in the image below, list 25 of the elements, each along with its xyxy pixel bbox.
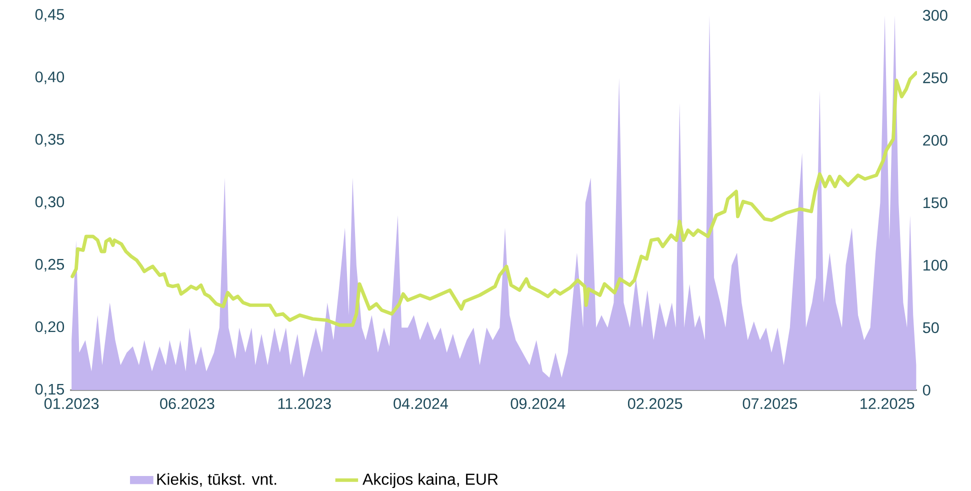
x-tick-label: 11.2023 bbox=[278, 398, 331, 410]
y-tick-label: 0,35 bbox=[35, 134, 64, 147]
x-tick-label: 02.2025 bbox=[628, 398, 682, 410]
x-tick-label: 01.2023 bbox=[44, 398, 99, 410]
y-tick-label: 0,30 bbox=[35, 196, 64, 210]
x-tick-label: 12.2025 bbox=[860, 398, 914, 410]
y-tick-label: 0,15 bbox=[35, 384, 64, 397]
y2-tick-label: 0 bbox=[922, 384, 930, 396]
y2-tick-label: 250 bbox=[923, 72, 948, 84]
x-tick-label: 07.2025 bbox=[742, 398, 798, 410]
y2-tick-label: 150 bbox=[924, 197, 948, 208]
y-tick-label: 0,45 bbox=[35, 9, 64, 22]
y-tick-label: 0,25 bbox=[35, 258, 64, 272]
y2-tick-label: 200 bbox=[923, 134, 948, 146]
x-tick-label: 09.2024 bbox=[510, 398, 566, 410]
legend-label: Kiekis, tūkst. vnt. bbox=[157, 473, 276, 487]
legend-label: Akcijos kaina, EUR bbox=[362, 473, 498, 488]
x-tick-label: 04.2024 bbox=[394, 398, 448, 410]
x-tick-label: 06.2023 bbox=[160, 398, 214, 410]
y2-tick-label: 300 bbox=[922, 10, 948, 21]
y2-tick-label: 100 bbox=[924, 260, 948, 271]
y-tick-label: 0,40 bbox=[35, 72, 64, 84]
y-tick-label: 0,20 bbox=[35, 321, 64, 334]
line-series bbox=[70, 71, 917, 327]
y2-tick-label: 50 bbox=[922, 322, 939, 334]
